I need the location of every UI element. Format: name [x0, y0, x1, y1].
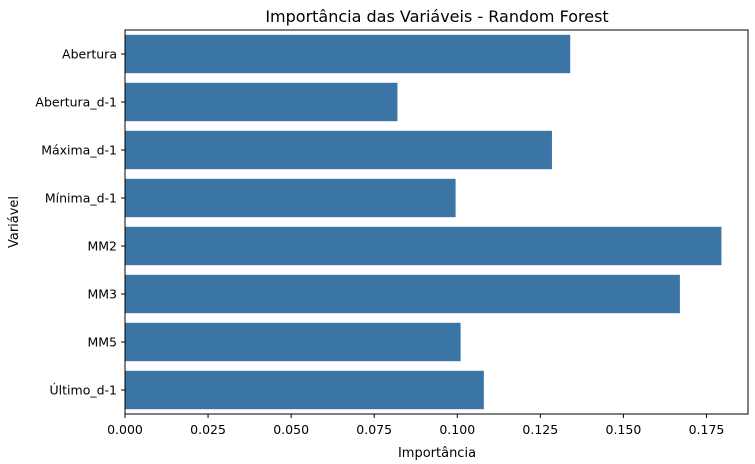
- x-ticks-group: 0.000 0.025 0.050 0.075 0.100 0.125 0.150 0.175: [107, 414, 724, 437]
- chart-title: Importância das Variáveis - Random Fores…: [265, 7, 608, 26]
- bar: [125, 82, 398, 122]
- bars-group: [125, 34, 722, 410]
- bar: [125, 322, 461, 362]
- x-tick-label: 0.175: [689, 422, 725, 437]
- y-tick-label: MM5: [87, 335, 117, 350]
- y-tick-label: Abertura_d-1: [35, 95, 117, 110]
- bar: [125, 130, 552, 170]
- bar: [125, 370, 484, 410]
- y-tick-label: Abertura: [62, 47, 117, 62]
- x-tick-label: 0.025: [190, 422, 226, 437]
- bar: [125, 34, 571, 74]
- plot-frame: [124, 29, 749, 415]
- x-axis-label: Importância: [398, 446, 476, 461]
- x-tick-label: 0.075: [356, 422, 392, 437]
- x-tick-label: 0.125: [522, 422, 558, 437]
- y-tick-label: MM3: [87, 287, 117, 302]
- y-tick-label: Mínima_d-1: [45, 191, 117, 206]
- bar: [125, 226, 722, 266]
- y-tick-label: MM2: [87, 239, 117, 254]
- x-tick-label: 0.000: [107, 422, 143, 437]
- x-tick-label: 0.100: [439, 422, 475, 437]
- y-tick-label: Máxima_d-1: [41, 143, 117, 158]
- x-tick-label: 0.150: [606, 422, 642, 437]
- bar: [125, 274, 680, 314]
- bar: [125, 178, 456, 218]
- y-tick-label: Último_d-1: [50, 383, 117, 398]
- y-ticks-group: Abertura Abertura_d-1 Máxima_d-1 Mínima_d-1…: [35, 47, 125, 398]
- x-tick-label: 0.050: [273, 422, 309, 437]
- y-axis-label: Variável: [7, 196, 22, 248]
